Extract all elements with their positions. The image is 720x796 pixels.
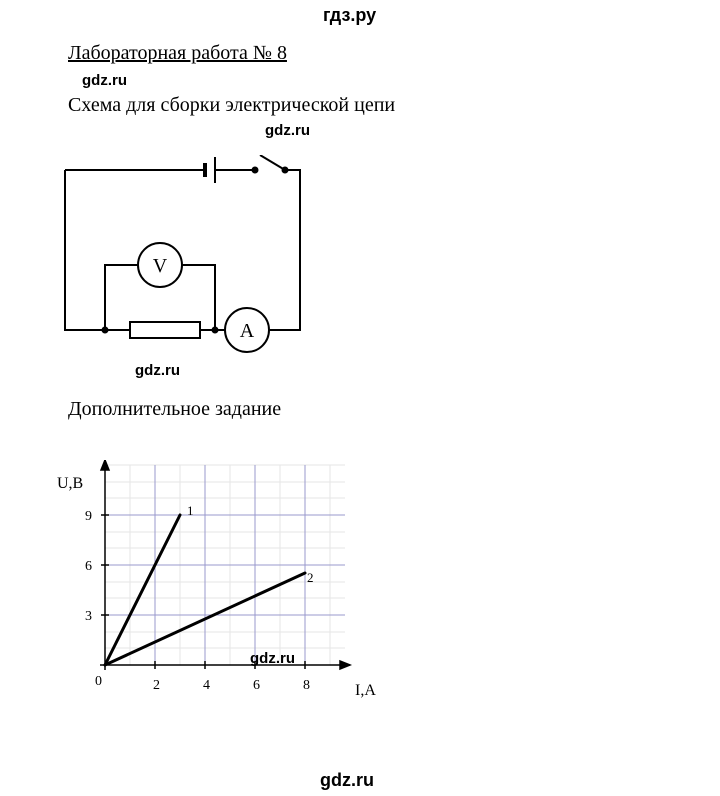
watermark-3: gdz.ru: [265, 122, 310, 139]
ytick-6: 6: [77, 559, 92, 575]
xtick-8: 8: [295, 678, 310, 694]
circuit-diagram: V A: [50, 155, 320, 355]
xtick-4: 4: [195, 678, 210, 694]
svg-text:1: 1: [187, 503, 194, 518]
additional-title: Дополнительное задание: [68, 398, 281, 421]
ytick-3: 3: [77, 609, 92, 625]
watermark-4: gdz.ru: [135, 362, 180, 379]
x-axis-label: I,А: [355, 682, 376, 700]
lab-title: Лабораторная работа № 8: [68, 42, 287, 65]
y-axis-label: U,В: [57, 475, 83, 493]
ytick-0: 0: [87, 674, 102, 690]
watermark-top: гдз.ру: [323, 5, 376, 26]
watermark-bottom: gdz.ru: [320, 770, 374, 791]
voltmeter-label: V: [153, 255, 168, 277]
watermark-2: gdz.ru: [82, 72, 127, 89]
uv-chart: U,В I,А 9 6 3 0 2 4 6 8: [45, 460, 405, 720]
xtick-6: 6: [245, 678, 260, 694]
ammeter-label: A: [240, 320, 255, 342]
svg-text:2: 2: [307, 570, 314, 585]
xtick-2: 2: [145, 678, 160, 694]
subtitle-circuit: Схема для сборки электрической цепи: [68, 94, 395, 117]
ytick-9: 9: [77, 509, 92, 525]
watermark-5: gdz.ru: [250, 650, 295, 667]
